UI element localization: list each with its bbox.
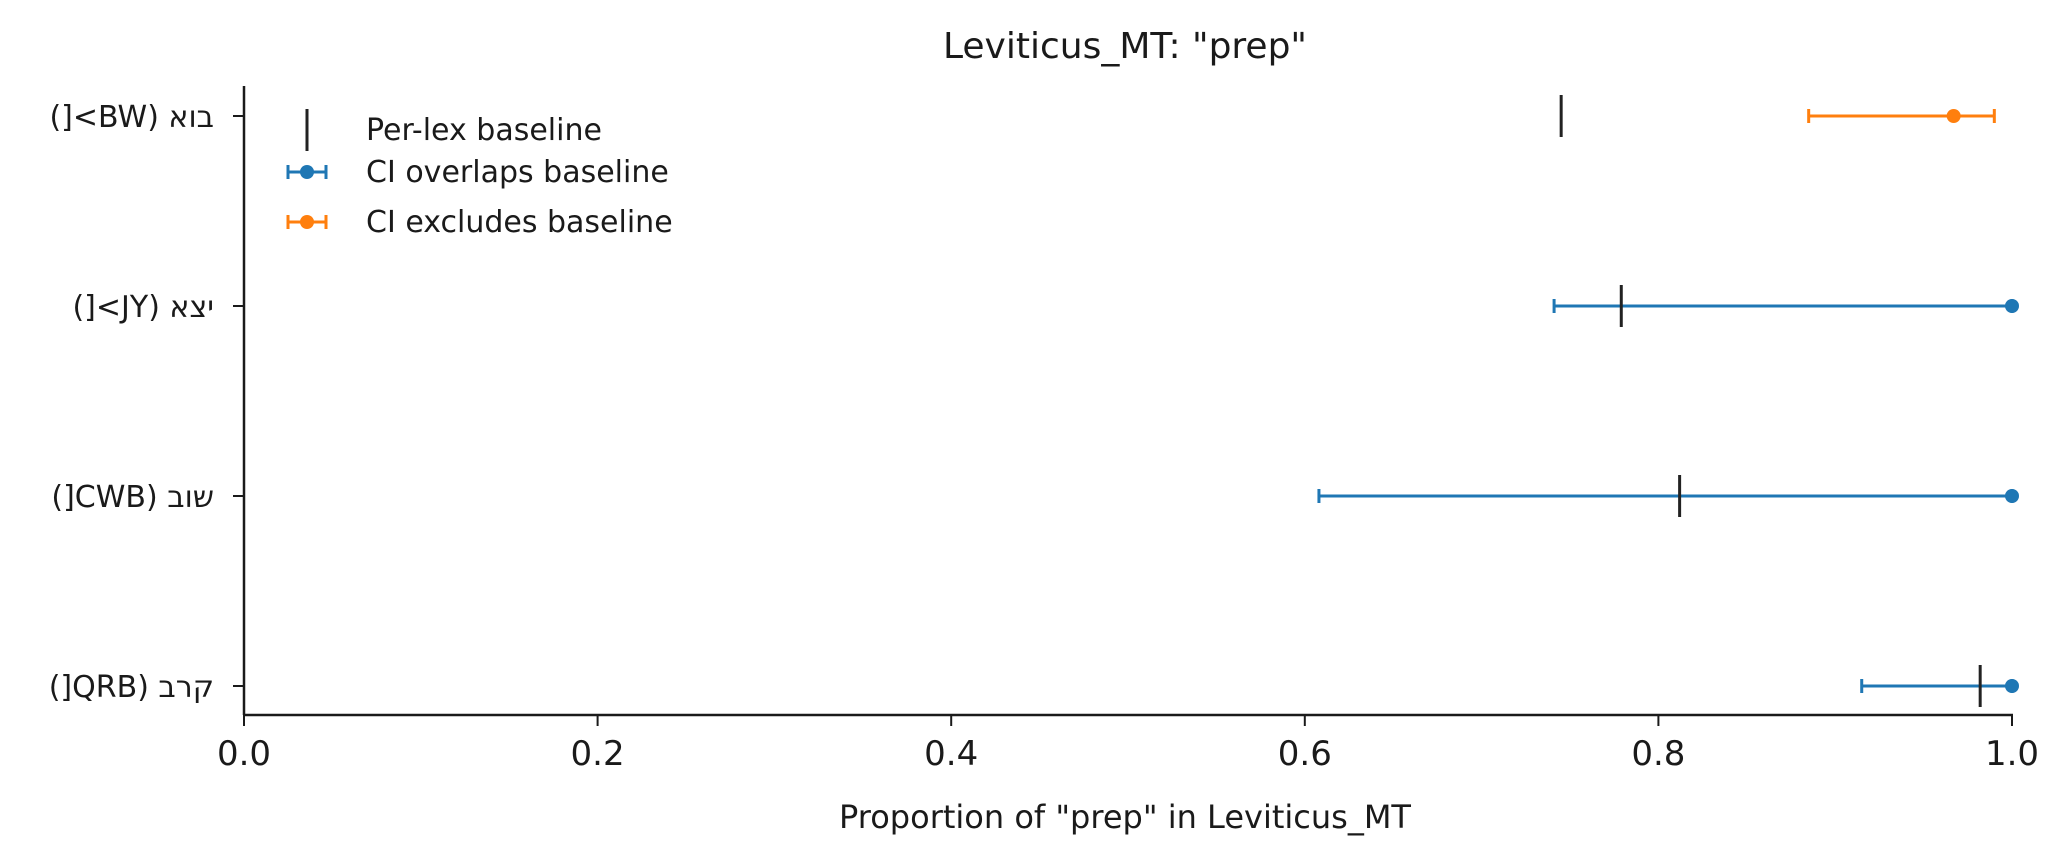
x-tick-label: 0.4 — [924, 734, 978, 774]
point-estimate — [2005, 299, 2019, 313]
x-axis-label: Proportion of "prep" in Leviticus_MT — [839, 798, 1411, 836]
plot-area — [1317, 95, 2019, 707]
legend-marker — [300, 215, 314, 229]
point-estimate — [1946, 109, 1961, 123]
errorbar-row — [1559, 95, 1996, 137]
errorbar-row — [1552, 285, 2019, 327]
errorbar-row — [1860, 665, 2019, 707]
legend-label: CI overlaps baseline — [366, 155, 669, 190]
y-category-label: בוא (BW>[) — [49, 100, 214, 135]
x-tick-label: 0.8 — [1631, 734, 1685, 774]
legend-marker — [300, 165, 314, 179]
legend: Per-lex baseline CI overlaps baseline CI e… — [286, 109, 673, 240]
x-tick-label: 0.0 — [217, 734, 271, 774]
point-estimate — [2005, 679, 2019, 693]
errorbar-row — [1317, 475, 2019, 517]
y-category-label: שוב (CWB[) — [51, 480, 214, 515]
y-axis-ticks: בוא (BW>[) יצא (JY>[) שוב (CWB[) קרב (QRB[) — [49, 100, 244, 705]
chart-title: Leviticus_MT: "prep" — [943, 26, 1307, 67]
point-estimate — [2005, 489, 2019, 503]
x-axis-ticks: 0.0 0.2 0.4 0.6 0.8 1.0 — [217, 715, 2039, 774]
legend-label: Per-lex baseline — [366, 113, 602, 148]
x-tick-label: 1.0 — [1985, 734, 2039, 774]
legend-label: CI excludes baseline — [366, 205, 673, 240]
legend-item-overlaps: CI overlaps baseline — [286, 155, 669, 190]
x-tick-label: 0.2 — [571, 734, 625, 774]
x-tick-label: 0.6 — [1278, 734, 1332, 774]
legend-item-baseline: Per-lex baseline — [305, 109, 602, 151]
legend-item-excludes: CI excludes baseline — [286, 205, 673, 240]
y-category-label: קרב (QRB[) — [49, 670, 214, 705]
y-category-label: יצא (JY>[) — [72, 290, 214, 325]
